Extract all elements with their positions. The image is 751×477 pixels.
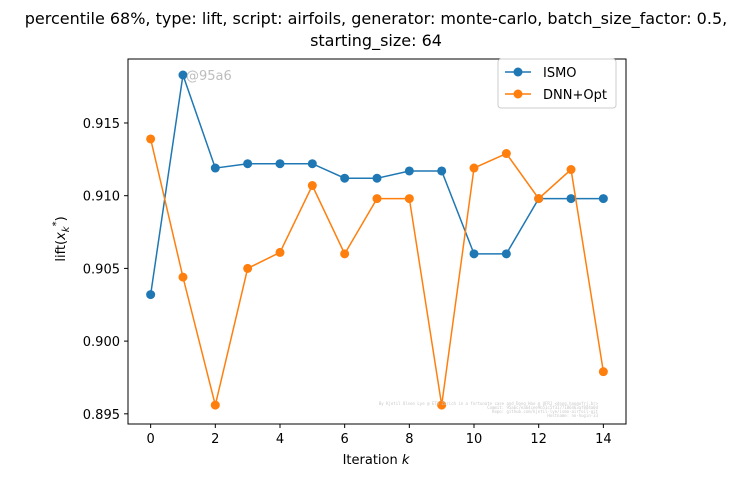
legend-label-ismo: ISMO <box>543 66 577 81</box>
watermark-line-1: By Kjetil Olsen Lye @ ETH Zurich in a fo… <box>379 401 599 406</box>
data-point-ismo-2 <box>210 163 220 173</box>
data-point-dnn-opt-2 <box>210 400 220 410</box>
data-point-dnn-opt-3 <box>243 263 253 273</box>
data-point-ismo-1 <box>178 70 188 80</box>
data-point-ismo-0 <box>146 290 156 300</box>
data-point-dnn-opt-11 <box>501 149 511 159</box>
data-point-ismo-13 <box>566 194 576 204</box>
chart-title-line-2: starting_size: 64 <box>310 31 442 51</box>
x-tick-label-10: 10 <box>466 432 483 447</box>
data-point-ismo-5 <box>307 159 317 169</box>
axes: 0 2 4 6 8 10 12 14 0.895 0.900 0.905 0.910 0.915 <box>83 58 627 447</box>
x-tick-label-8: 8 <box>405 432 413 447</box>
data-point-dnn-opt-13 <box>566 165 576 175</box>
plot-area: @95a6 <box>146 69 608 410</box>
data-point-dnn-opt-0 <box>146 134 156 144</box>
x-tick-label-6: 6 <box>341 432 349 447</box>
y-tick-label-0.895: 0.895 <box>83 408 120 423</box>
x-tick-label-0: 0 <box>146 432 154 447</box>
x-axis-label: Iteration k <box>343 453 410 468</box>
data-point-ismo-7 <box>372 173 382 183</box>
y-tick-label-0.910: 0.910 <box>83 190 120 205</box>
watermark-line-2: Commit: 95a6c7ea64cee9b51c5f3177186463af… <box>487 405 598 410</box>
data-point-ismo-4 <box>275 159 285 169</box>
y-tick-label-0.900: 0.900 <box>83 335 120 350</box>
data-point-dnn-opt-6 <box>340 249 350 259</box>
legend-dnn-opt-marker <box>513 89 523 99</box>
data-point-ismo-8 <box>404 166 414 176</box>
watermark-line-3: Repo: github.com/kjetil-lye/ismo-airfoil… <box>492 409 599 414</box>
data-point-dnn-opt-14 <box>598 367 608 377</box>
data-point-ismo-14 <box>598 194 608 204</box>
watermark: By Kjetil Olsen Lye @ ETH Zurich in a fo… <box>379 401 599 418</box>
legend: ISMO DNN+Opt <box>497 58 617 109</box>
x-tick-label-12: 12 <box>530 432 547 447</box>
data-point-dnn-opt-10 <box>469 163 479 173</box>
data-point-dnn-opt-9 <box>437 400 447 410</box>
legend-label-dnn-opt: DNN+Opt <box>543 88 607 103</box>
data-point-ismo-6 <box>340 173 350 183</box>
data-point-ismo-9 <box>437 166 447 176</box>
x-tick-label-14: 14 <box>595 432 612 447</box>
y-tick-label-0.915: 0.915 <box>83 117 120 132</box>
chart-title-line-1: percentile 68%, type: lift, script: airf… <box>25 9 727 29</box>
x-axis-label-prefix: Iteration <box>343 453 402 468</box>
watermark-line-4: Hostname: no-hugin-33 <box>547 413 598 418</box>
data-point-dnn-opt-7 <box>372 194 382 204</box>
data-point-ismo-3 <box>243 159 253 169</box>
y-tick-label-0.905: 0.905 <box>83 262 120 277</box>
data-point-dnn-opt-4 <box>275 247 285 257</box>
x-axis-label-variable: k <box>402 453 410 468</box>
legend-ismo-marker <box>513 67 523 77</box>
data-point-dnn-opt-1 <box>178 272 188 282</box>
data-point-dnn-opt-12 <box>534 194 544 204</box>
axes-frame <box>127 58 627 425</box>
x-tick-label-4: 4 <box>276 432 284 447</box>
data-point-ismo-10 <box>469 249 479 259</box>
x-tick-label-2: 2 <box>211 432 219 447</box>
data-point-ismo-11 <box>501 249 511 259</box>
data-point-dnn-opt-8 <box>404 194 414 204</box>
data-point-dnn-opt-5 <box>307 181 317 191</box>
annotation-commit-label: @95a6 <box>186 69 232 84</box>
